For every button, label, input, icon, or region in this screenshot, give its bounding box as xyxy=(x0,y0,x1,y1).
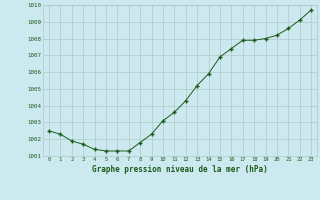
X-axis label: Graphe pression niveau de la mer (hPa): Graphe pression niveau de la mer (hPa) xyxy=(92,165,268,174)
